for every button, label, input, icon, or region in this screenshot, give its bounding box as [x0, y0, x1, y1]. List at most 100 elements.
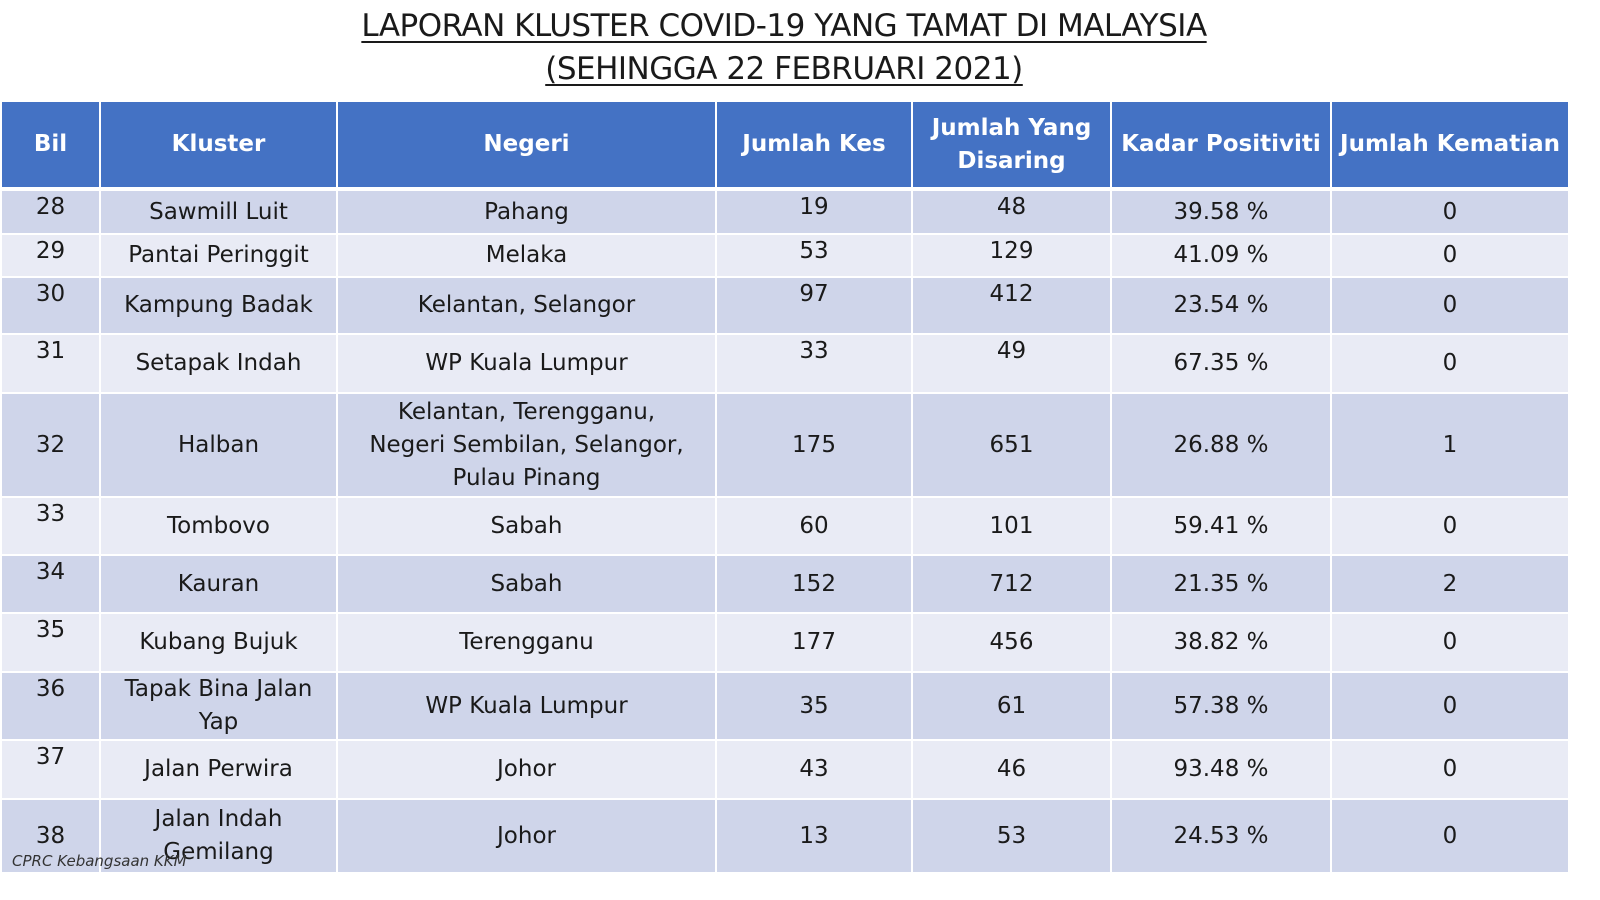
cell-bil: 36: [0, 671, 101, 741]
header-kluster: Kluster: [99, 100, 338, 191]
cell-negeri: Johor: [336, 739, 717, 800]
table-row: 36 Tapak Bina Jalan Yap WP Kuala Lumpur …: [0, 671, 1570, 741]
cell-negeri: Johor: [336, 798, 717, 874]
cell-jumlah-kematian: 0: [1330, 798, 1570, 874]
cell-kluster: Setapak Indah: [99, 333, 338, 394]
cell-kluster: Kubang Bujuk: [99, 612, 338, 673]
cell-kluster: Kauran: [99, 554, 338, 614]
cell-negeri: Melaka: [336, 233, 717, 278]
cell-kadar-positiviti: 24.53 %: [1110, 798, 1332, 874]
cell-jumlah-kematian: 0: [1330, 671, 1570, 741]
cell-bil: 37: [0, 739, 101, 800]
cell-kadar-positiviti: 67.35 %: [1110, 333, 1332, 394]
cell-jumlah-disaring: 712: [911, 554, 1112, 614]
cell-bil: 30: [0, 276, 101, 335]
cell-jumlah-kes: 175: [715, 392, 913, 498]
cell-jumlah-kes: 53: [715, 233, 913, 278]
table-row: 35 Kubang Bujuk Terengganu 177 456 38.82…: [0, 612, 1570, 673]
cell-bil: 35: [0, 612, 101, 673]
cell-kluster: Jalan Perwira: [99, 739, 338, 800]
cell-jumlah-kematian: 0: [1330, 496, 1570, 556]
cell-jumlah-kes: 152: [715, 554, 913, 614]
cell-bil: 32: [0, 392, 101, 498]
table-header-row: Bil Kluster Negeri Jumlah Kes Jumlah Yan…: [0, 100, 1570, 191]
cell-negeri: Terengganu: [336, 612, 717, 673]
cell-kluster: Pantai Peringgit: [99, 233, 338, 278]
cell-jumlah-kes: 60: [715, 496, 913, 556]
cell-kluster: Tapak Bina Jalan Yap: [99, 671, 338, 741]
cell-bil: 29: [0, 233, 101, 278]
cell-kadar-positiviti: 23.54 %: [1110, 276, 1332, 335]
cell-jumlah-disaring: 53: [911, 798, 1112, 874]
cell-jumlah-kematian: 0: [1330, 612, 1570, 673]
cell-bil: 28: [0, 188, 101, 235]
cell-jumlah-kes: 177: [715, 612, 913, 673]
cell-kadar-positiviti: 38.82 %: [1110, 612, 1332, 673]
header-kadar-positiviti: Kadar Positiviti: [1110, 100, 1332, 191]
cell-jumlah-kematian: 0: [1330, 188, 1570, 235]
cell-kluster: Halban: [99, 392, 338, 498]
cell-jumlah-kematian: 0: [1330, 739, 1570, 800]
cell-kadar-positiviti: 57.38 %: [1110, 671, 1332, 741]
cell-jumlah-kes: 43: [715, 739, 913, 800]
table-row: 31 Setapak Indah WP Kuala Lumpur 33 49 6…: [0, 333, 1570, 394]
cell-jumlah-disaring: 49: [911, 333, 1112, 394]
cell-bil: 34: [0, 554, 101, 614]
report-subtitle: (SEHINGGA 22 FEBRUARI 2021): [545, 51, 1023, 87]
cell-jumlah-kematian: 0: [1330, 333, 1570, 394]
cell-bil: 38: [0, 798, 101, 874]
cell-kadar-positiviti: 39.58 %: [1110, 188, 1332, 235]
cell-negeri: Sabah: [336, 496, 717, 556]
table-row: 32 Halban Kelantan, Terengganu, Negeri S…: [0, 392, 1570, 498]
cell-jumlah-disaring: 456: [911, 612, 1112, 673]
cell-negeri: WP Kuala Lumpur: [336, 333, 717, 394]
cell-kadar-positiviti: 26.88 %: [1110, 392, 1332, 498]
cell-jumlah-kematian: 1: [1330, 392, 1570, 498]
cell-kadar-positiviti: 41.09 %: [1110, 233, 1332, 278]
cell-kadar-positiviti: 59.41 %: [1110, 496, 1332, 556]
cell-kadar-positiviti: 93.48 %: [1110, 739, 1332, 800]
cell-jumlah-disaring: 412: [911, 276, 1112, 335]
cell-bil: 31: [0, 333, 101, 394]
cell-jumlah-disaring: 101: [911, 496, 1112, 556]
table-row: 34 Kauran Sabah 152 712 21.35 % 2: [0, 554, 1570, 614]
cell-jumlah-kematian: 0: [1330, 233, 1570, 278]
cell-negeri: Sabah: [336, 554, 717, 614]
cell-kluster: Jalan Indah Gemilang: [99, 798, 338, 874]
cell-jumlah-kes: 97: [715, 276, 913, 335]
cell-jumlah-kes: 35: [715, 671, 913, 741]
cell-kadar-positiviti: 21.35 %: [1110, 554, 1332, 614]
header-bil: Bil: [0, 100, 101, 191]
cell-negeri: Pahang: [336, 188, 717, 235]
cell-jumlah-disaring: 651: [911, 392, 1112, 498]
cluster-table: Bil Kluster Negeri Jumlah Kes Jumlah Yan…: [0, 100, 1570, 874]
cell-jumlah-disaring: 61: [911, 671, 1112, 741]
table-row: 33 Tombovo Sabah 60 101 59.41 % 0: [0, 496, 1570, 556]
cell-jumlah-kes: 33: [715, 333, 913, 394]
cell-jumlah-kes: 19: [715, 188, 913, 235]
cell-jumlah-kes: 13: [715, 798, 913, 874]
cell-negeri: Kelantan, Selangor: [336, 276, 717, 335]
cell-jumlah-kematian: 0: [1330, 276, 1570, 335]
cell-jumlah-disaring: 48: [911, 188, 1112, 235]
cell-kluster: Kampung Badak: [99, 276, 338, 335]
cell-jumlah-kematian: 2: [1330, 554, 1570, 614]
cell-jumlah-disaring: 46: [911, 739, 1112, 800]
header-jumlah-kematian: Jumlah Kematian: [1330, 100, 1570, 191]
cell-bil: 33: [0, 496, 101, 556]
cell-negeri: Kelantan, Terengganu, Negeri Sembilan, S…: [336, 392, 717, 498]
table-row: 30 Kampung Badak Kelantan, Selangor 97 4…: [0, 276, 1570, 335]
header-jumlah-kes: Jumlah Kes: [715, 100, 913, 191]
cell-negeri: WP Kuala Lumpur: [336, 671, 717, 741]
header-jumlah-disaring: Jumlah Yang Disaring: [911, 100, 1112, 191]
table-row: 37 Jalan Perwira Johor 43 46 93.48 % 0: [0, 739, 1570, 800]
report-title: LAPORAN KLUSTER COVID-19 YANG TAMAT DI M…: [361, 8, 1207, 44]
cell-kluster: Tombovo: [99, 496, 338, 556]
table-row: 29 Pantai Peringgit Melaka 53 129 41.09 …: [0, 233, 1570, 278]
source-footnote: CPRC Kebangsaan KKM: [12, 852, 187, 870]
table-row: 28 Sawmill Luit Pahang 19 48 39.58 % 0: [0, 188, 1570, 235]
table-row: 38 Jalan Indah Gemilang Johor 13 53 24.5…: [0, 798, 1570, 874]
cell-kluster: Sawmill Luit: [99, 188, 338, 235]
cell-jumlah-disaring: 129: [911, 233, 1112, 278]
header-negeri: Negeri: [336, 100, 717, 191]
